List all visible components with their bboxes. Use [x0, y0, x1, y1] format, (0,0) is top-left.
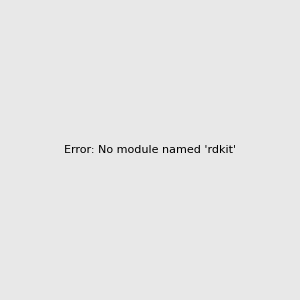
Text: Error: No module named 'rdkit': Error: No module named 'rdkit'	[64, 145, 236, 155]
